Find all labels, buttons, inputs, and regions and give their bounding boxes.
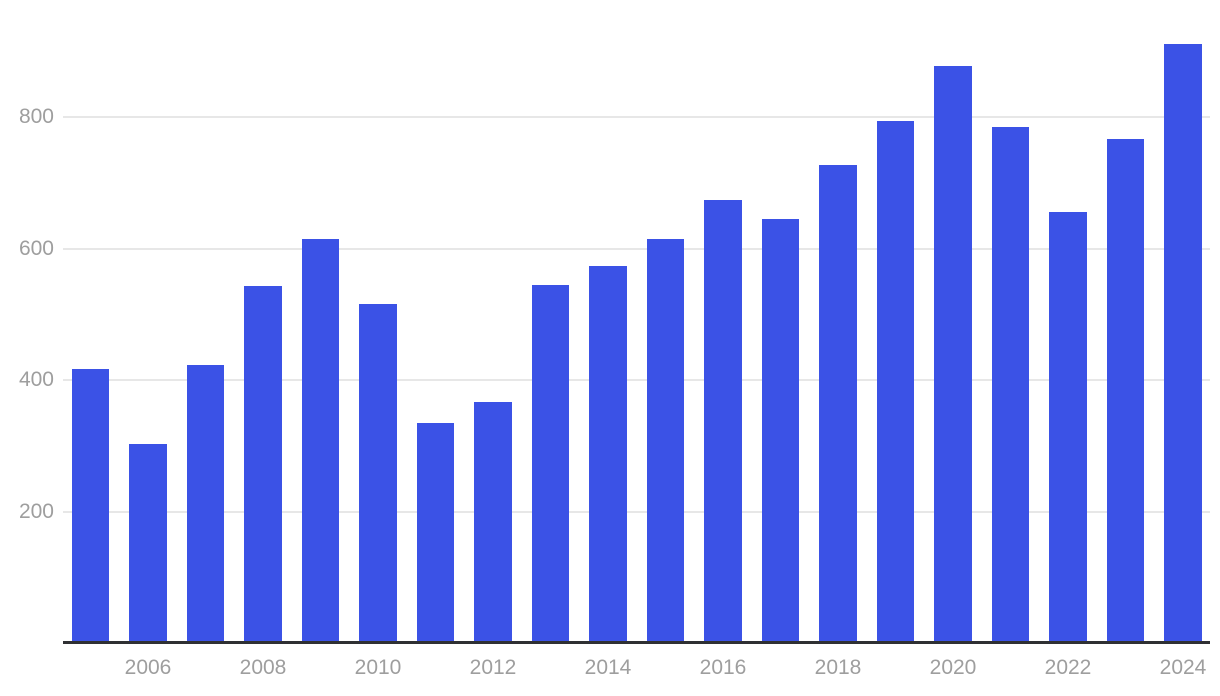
x-tick-label-2016: 2016 [699, 656, 747, 679]
bar-2010[interactable] [359, 304, 397, 643]
x-tick-label-2006: 2006 [124, 656, 172, 679]
bar-2019[interactable] [876, 120, 915, 643]
x-tick-label-2020: 2020 [929, 656, 977, 679]
bar-2009[interactable] [301, 238, 340, 643]
bar-2007[interactable] [186, 364, 225, 643]
bar-2022[interactable] [1049, 211, 1087, 643]
bar-2006[interactable] [129, 444, 167, 643]
bar-2012[interactable] [474, 402, 512, 643]
x-tick-label-2018: 2018 [814, 656, 862, 679]
bar-2014[interactable] [589, 266, 627, 643]
gridline-400 [63, 379, 1210, 381]
bar-2011[interactable] [416, 423, 455, 643]
x-axis-line [63, 641, 1210, 644]
y-tick-label: 800 [18, 105, 54, 128]
bar-2018[interactable] [819, 165, 857, 643]
x-tick-label-2010: 2010 [354, 656, 402, 679]
bar-2015[interactable] [646, 238, 685, 643]
bar-2021[interactable] [991, 126, 1030, 643]
bar-2016[interactable] [704, 199, 742, 643]
bar-2020[interactable] [934, 65, 972, 643]
gridline-800 [63, 116, 1210, 118]
bar-2023[interactable] [1106, 138, 1145, 643]
x-tick-label-2014: 2014 [584, 656, 632, 679]
x-tick-label-2008: 2008 [239, 656, 287, 679]
bar-2013[interactable] [531, 284, 570, 643]
bar-2024[interactable] [1164, 44, 1202, 643]
gridline-200 [63, 510, 1210, 513]
y-tick-label: 600 [18, 236, 54, 260]
gridline-600 [63, 247, 1210, 250]
bar-2008[interactable] [244, 286, 282, 643]
y-tick-label: 200 [18, 499, 54, 523]
bar-2005[interactable] [71, 368, 110, 643]
x-tick-label-2022: 2022 [1044, 656, 1092, 679]
x-tick-label-2012: 2012 [469, 656, 517, 679]
bar-2017[interactable] [761, 218, 800, 643]
y-tick-label: 400 [18, 368, 54, 391]
x-tick-label-2024: 2024 [1159, 656, 1207, 679]
